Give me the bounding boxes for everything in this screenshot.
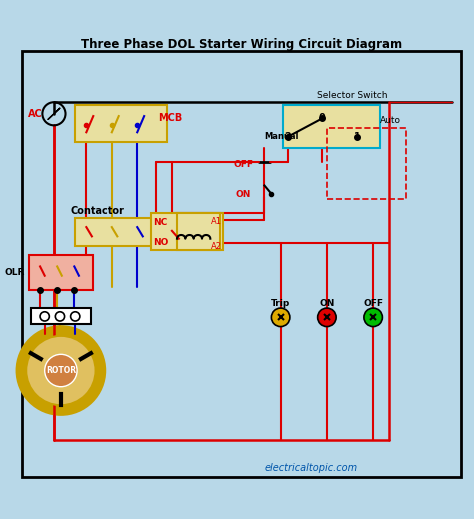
Circle shape	[26, 336, 96, 405]
Text: Contactor: Contactor	[70, 206, 124, 216]
Text: ON: ON	[236, 190, 251, 199]
Circle shape	[17, 326, 105, 415]
Text: MCB: MCB	[158, 114, 182, 124]
Circle shape	[272, 308, 290, 326]
FancyBboxPatch shape	[176, 213, 220, 250]
Circle shape	[364, 308, 383, 326]
FancyBboxPatch shape	[31, 308, 91, 324]
Text: 1: 1	[354, 132, 360, 142]
Text: Three Phase DOL Starter Wiring Circuit Diagram: Three Phase DOL Starter Wiring Circuit D…	[81, 38, 402, 51]
Text: Trip: Trip	[271, 299, 290, 308]
FancyBboxPatch shape	[283, 104, 380, 148]
Text: ROTOR: ROTOR	[46, 366, 76, 375]
Text: Selector Switch: Selector Switch	[317, 91, 388, 100]
Text: ON: ON	[319, 299, 335, 308]
Text: AC: AC	[28, 109, 43, 119]
Circle shape	[71, 312, 80, 321]
Text: OFF: OFF	[234, 160, 254, 169]
Circle shape	[55, 312, 64, 321]
Text: Auto: Auto	[380, 116, 401, 125]
FancyBboxPatch shape	[151, 213, 223, 250]
Text: Manual: Manual	[264, 132, 299, 141]
Circle shape	[318, 308, 336, 326]
Circle shape	[40, 312, 49, 321]
Text: 0: 0	[319, 114, 326, 124]
FancyBboxPatch shape	[75, 218, 167, 245]
FancyBboxPatch shape	[75, 104, 167, 142]
Text: OLR: OLR	[4, 268, 25, 277]
FancyBboxPatch shape	[28, 255, 93, 290]
Text: 2: 2	[284, 132, 291, 142]
Text: NC: NC	[154, 218, 168, 227]
Text: A1: A1	[211, 217, 222, 226]
FancyBboxPatch shape	[22, 51, 461, 477]
Text: A2: A2	[211, 242, 222, 251]
Text: OFF: OFF	[363, 299, 383, 308]
Text: NO: NO	[154, 238, 169, 247]
Circle shape	[45, 354, 77, 387]
Text: electricaltopic.com: electricaltopic.com	[264, 462, 357, 473]
